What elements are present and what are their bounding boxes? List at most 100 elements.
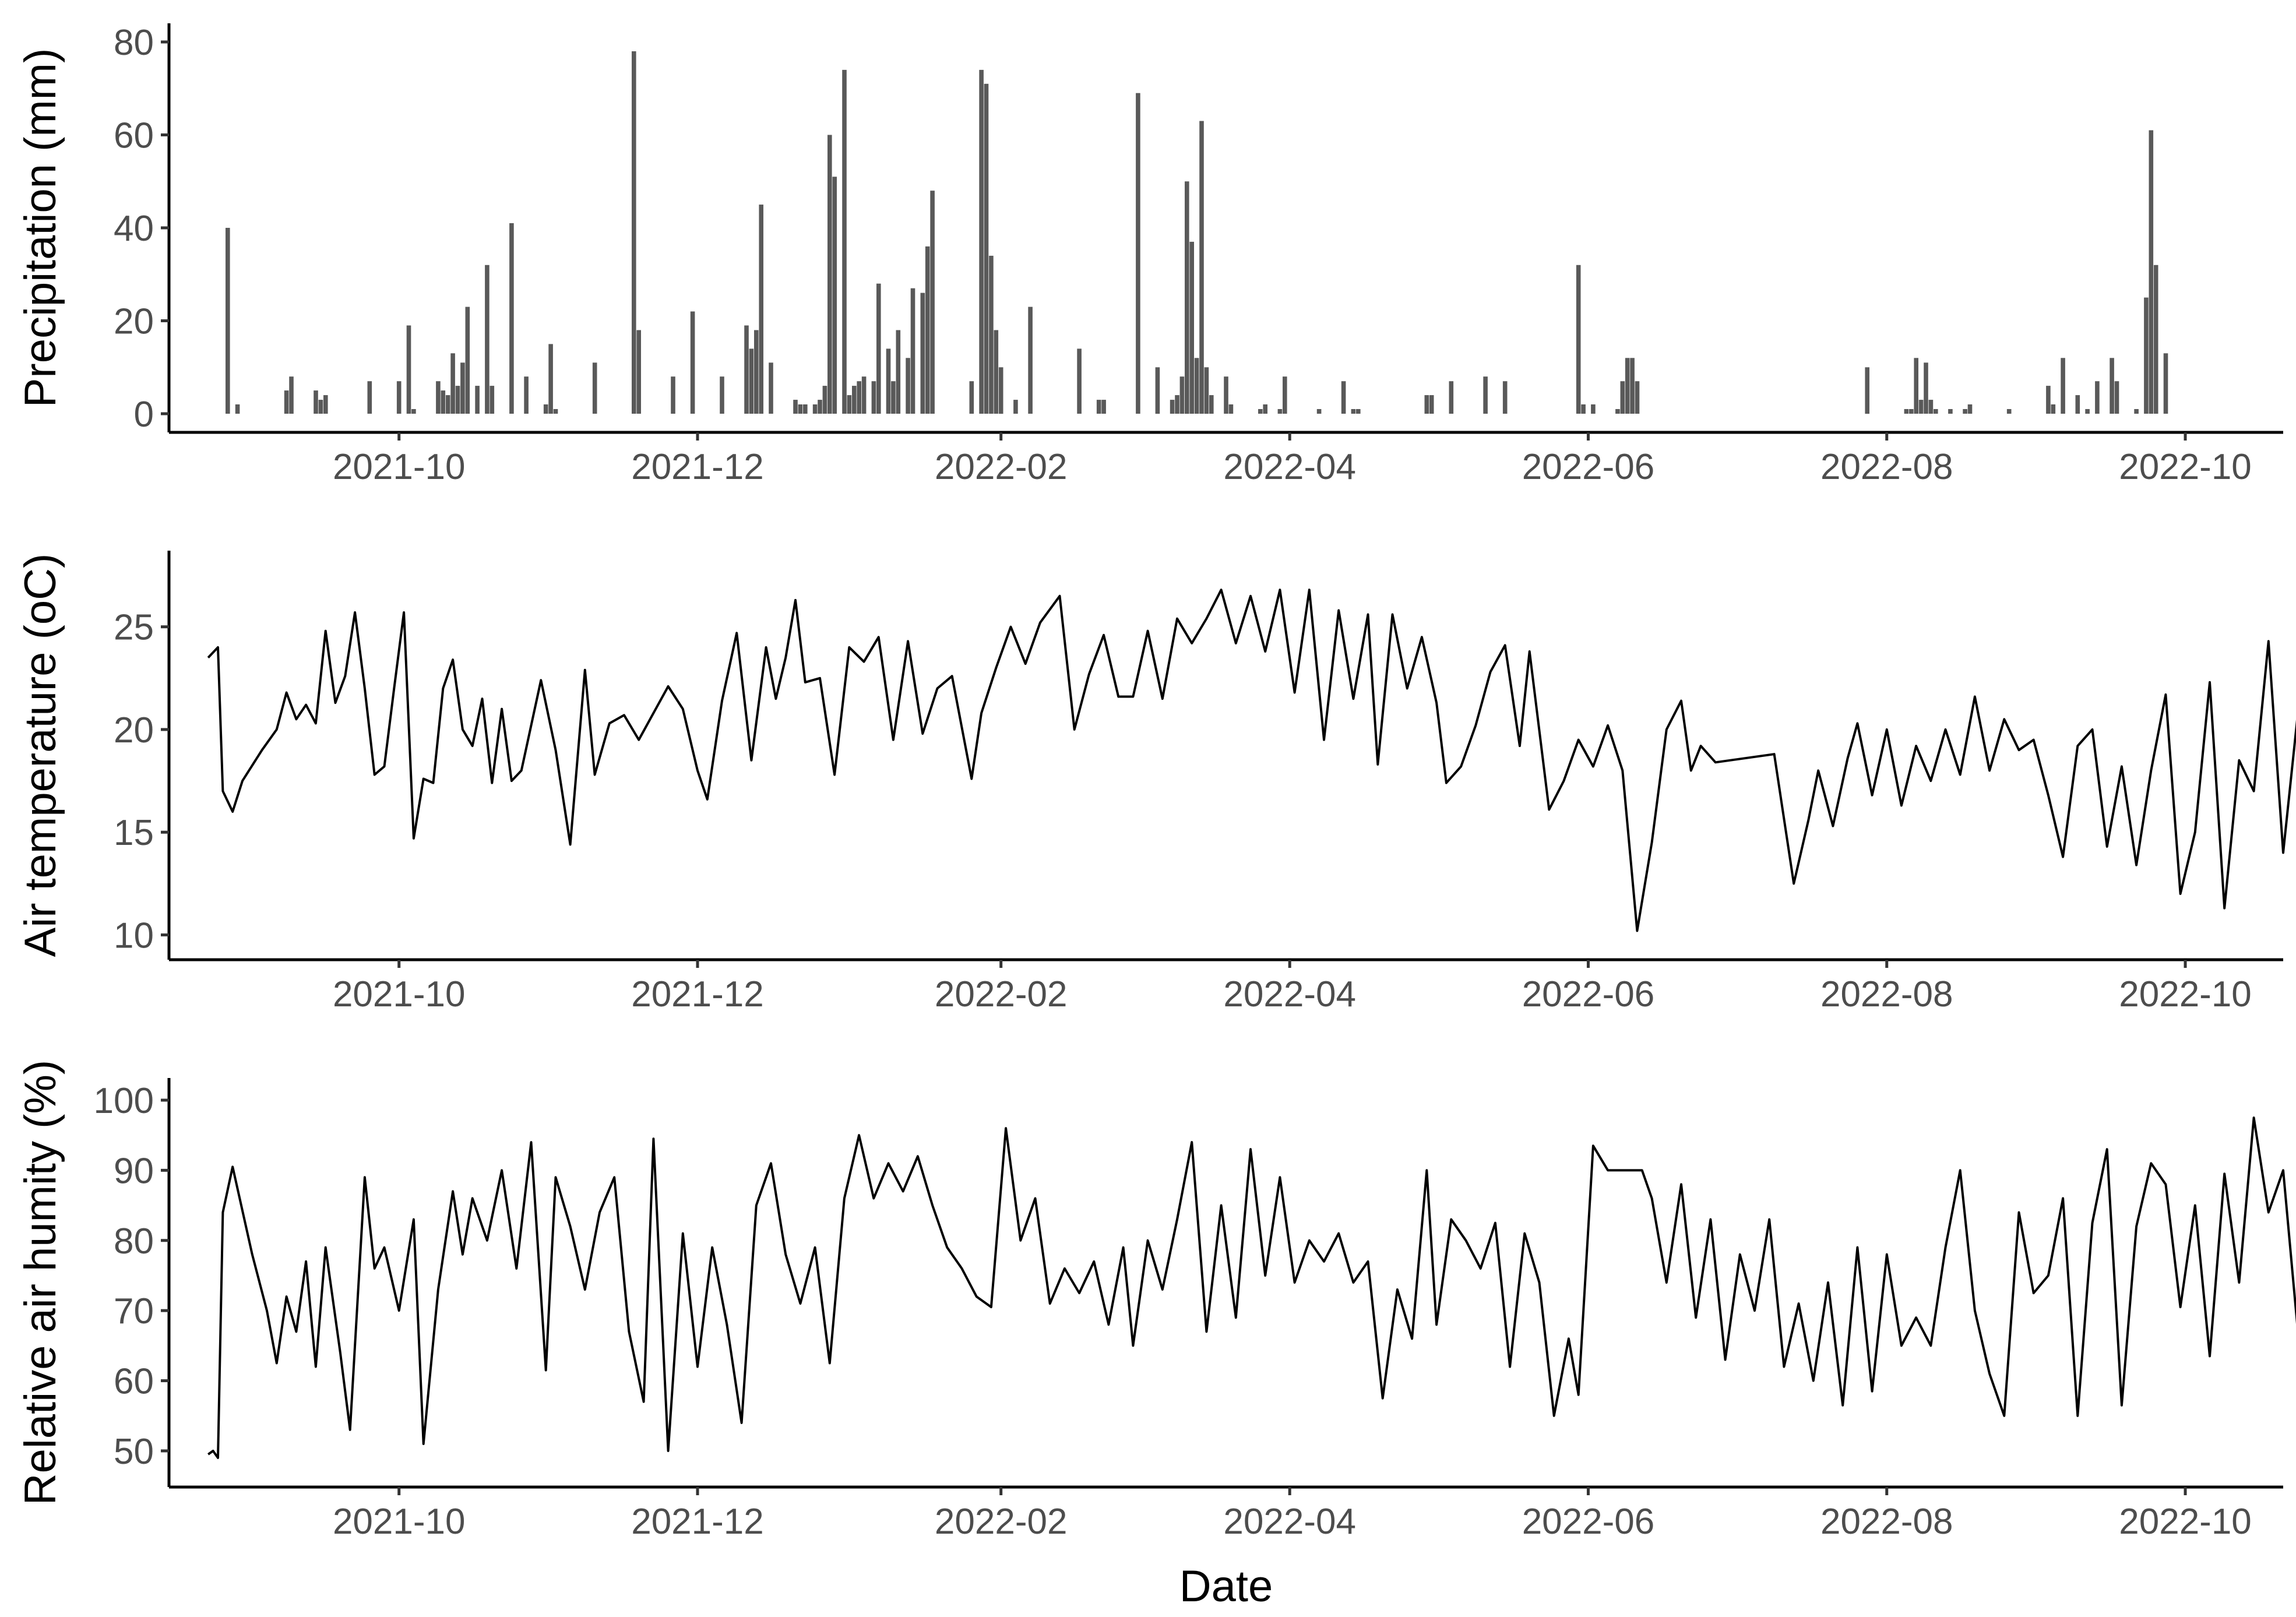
x-tick-label: 2021-10 bbox=[333, 1502, 466, 1542]
x-tick-label: 2021-10 bbox=[333, 447, 466, 487]
precipitation-bar bbox=[891, 381, 896, 414]
precipitation-bar bbox=[2153, 265, 2158, 414]
precipitation-bars bbox=[226, 51, 2168, 414]
precipitation-bar bbox=[543, 404, 548, 414]
y-tick-label: 20 bbox=[114, 710, 154, 751]
precipitation-bar bbox=[749, 348, 754, 414]
y-tick-label: 50 bbox=[114, 1432, 154, 1472]
x-tick-label: 2022-10 bbox=[2119, 1502, 2252, 1542]
precipitation-bar bbox=[1429, 395, 1434, 414]
y-tick-label: 60 bbox=[114, 116, 154, 156]
air-temperature-y-axis-title: Air temperature (oC) bbox=[16, 554, 65, 957]
precipitation-y-ticks: 0 20 40 60 80 bbox=[114, 23, 169, 435]
precipitation-bar bbox=[485, 265, 490, 414]
y-tick-label: 25 bbox=[114, 608, 154, 648]
air-temperature-series-line bbox=[207, 589, 2296, 932]
precipitation-bar bbox=[1576, 265, 1581, 414]
precipitation-bar bbox=[861, 376, 867, 414]
precipitation-bar bbox=[1914, 358, 1918, 414]
precipitation-bar bbox=[1179, 376, 1185, 414]
y-tick-label: 80 bbox=[114, 23, 154, 63]
x-tick-label: 2022-02 bbox=[935, 447, 1068, 487]
x-tick-label: 2021-12 bbox=[631, 447, 764, 487]
precipitation-bar bbox=[1924, 362, 1928, 414]
precipitation-bar bbox=[475, 386, 480, 414]
precipitation-bar bbox=[1918, 400, 1924, 414]
precipitation-bar bbox=[460, 362, 465, 414]
y-tick-label: 90 bbox=[114, 1151, 154, 1191]
precipitation-bar bbox=[2006, 409, 2012, 414]
precipitation-bar bbox=[1194, 358, 1199, 414]
precipitation-bar bbox=[1189, 241, 1194, 414]
x-tick-label: 2022-06 bbox=[1522, 974, 1655, 1014]
precipitation-bar bbox=[284, 390, 289, 414]
precipitation-bar bbox=[450, 353, 455, 414]
precipitation-bar bbox=[2144, 297, 2149, 414]
precipitation-bar bbox=[818, 400, 822, 414]
precipitation-bar bbox=[235, 404, 240, 414]
precipitation-bar bbox=[1258, 409, 1263, 414]
precipitation-bar bbox=[720, 376, 724, 414]
precipitation-bar bbox=[1502, 381, 1508, 414]
precipitation-bar bbox=[1277, 409, 1283, 414]
precipitation-bar bbox=[226, 228, 230, 414]
precipitation-bar bbox=[2095, 381, 2100, 414]
y-tick-label: 70 bbox=[114, 1291, 154, 1331]
precipitation-bar bbox=[998, 367, 1003, 414]
precipitation-bar bbox=[979, 69, 984, 414]
precipitation-bar bbox=[1934, 409, 1938, 414]
precipitation-bar bbox=[1909, 409, 1914, 414]
precipitation-bar bbox=[2085, 409, 2090, 414]
precipitation-bar bbox=[989, 255, 994, 414]
precipitation-bar bbox=[632, 51, 636, 414]
precipitation-x-ticks: 2021-10 2021-12 2022-02 2022-04 2022-06 2022-… bbox=[333, 432, 2252, 487]
precipitation-bar bbox=[769, 362, 773, 414]
precipitation-bar bbox=[886, 348, 891, 414]
precipitation-bar bbox=[318, 400, 323, 414]
precipitation-bar bbox=[2163, 353, 2168, 414]
precipitation-bar bbox=[822, 386, 827, 414]
precipitation-y-axis-title: Precipitation (mm) bbox=[16, 48, 65, 408]
precipitation-bar bbox=[1928, 400, 1934, 414]
precipitation-bar bbox=[411, 409, 416, 414]
x-tick-label: 2022-06 bbox=[1522, 447, 1655, 487]
precipitation-bar bbox=[465, 307, 470, 414]
precipitation-bar bbox=[1204, 367, 1209, 414]
precipitation-bar bbox=[896, 330, 901, 414]
y-tick-label: 15 bbox=[114, 813, 154, 853]
precipitation-bar bbox=[1028, 307, 1033, 414]
x-tick-label: 2022-10 bbox=[2119, 447, 2252, 487]
precipitation-bar bbox=[1356, 409, 1361, 414]
precipitation-bar bbox=[906, 358, 910, 414]
precipitation-bar bbox=[1101, 400, 1106, 414]
precipitation-bar bbox=[910, 288, 915, 414]
precipitation-bar bbox=[876, 283, 881, 414]
x-axis-title: Date bbox=[1179, 1562, 1273, 1611]
precipitation-bar bbox=[969, 381, 974, 414]
y-tick-label: 10 bbox=[114, 915, 154, 956]
precipitation-bar bbox=[1625, 358, 1630, 414]
precipitation-bar bbox=[1963, 409, 1967, 414]
x-tick-label: 2021-10 bbox=[333, 974, 466, 1014]
y-tick-label: 40 bbox=[114, 209, 154, 249]
precipitation-bar bbox=[2051, 404, 2056, 414]
precipitation-bar bbox=[2134, 409, 2139, 414]
precipitation-bar bbox=[812, 404, 818, 414]
x-tick-label: 2022-04 bbox=[1223, 447, 1356, 487]
precipitation-bar bbox=[509, 223, 514, 414]
precipitation-bar bbox=[1615, 409, 1620, 414]
y-tick-label: 0 bbox=[134, 394, 154, 435]
precipitation-bar bbox=[690, 311, 695, 414]
precipitation-bar bbox=[2114, 381, 2119, 414]
precipitation-bar bbox=[1424, 395, 1429, 414]
relative-humidity-x-ticks: 2021-10 2021-12 2022-02 2022-04 2022-06 2022-… bbox=[333, 1487, 2252, 1542]
precipitation-bar bbox=[1316, 409, 1322, 414]
precipitation-bar bbox=[1483, 376, 1488, 414]
precipitation-bar bbox=[925, 246, 930, 414]
x-tick-label: 2022-10 bbox=[2119, 974, 2252, 1014]
precipitation-bar bbox=[490, 386, 495, 414]
precipitation-bar bbox=[553, 409, 558, 414]
precipitation-bar bbox=[455, 386, 460, 414]
precipitation-bar bbox=[847, 395, 852, 414]
